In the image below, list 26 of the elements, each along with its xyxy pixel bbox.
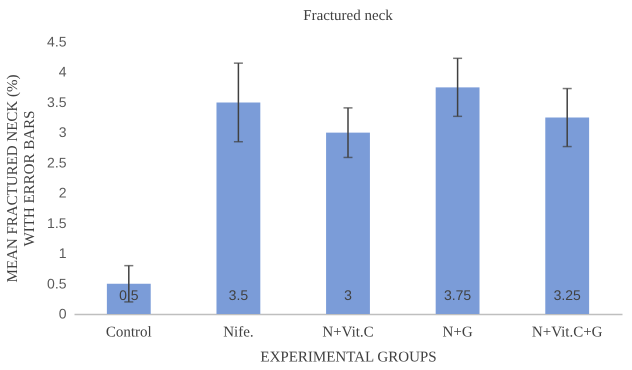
chart-title: Fractured neck xyxy=(303,8,394,24)
y-tick-label: 4.5 xyxy=(47,34,67,50)
y-tick-label: 4 xyxy=(58,64,67,80)
y-axis-title: MEAN FRACTURED NECK (%) WITH ERROR BARS xyxy=(5,74,38,282)
y-tick-label: 1 xyxy=(58,245,67,262)
data-label: 3.75 xyxy=(444,287,472,303)
x-tick-label: N+Vit.C+G xyxy=(532,324,603,340)
data-label: 3.5 xyxy=(228,287,248,303)
x-tick-label: N+G xyxy=(442,324,473,340)
y-tick-label: 3.5 xyxy=(47,94,67,110)
y-tick-label: 2 xyxy=(58,184,67,201)
data-label: 3 xyxy=(344,287,352,303)
bar xyxy=(436,87,480,314)
x-tick-label: N+Vit.C xyxy=(322,324,374,340)
x-tick-label: Nife. xyxy=(223,324,254,340)
y-tick-label: 2.5 xyxy=(47,154,67,170)
y-tick-label: 1.5 xyxy=(47,214,67,231)
bar xyxy=(545,118,590,314)
y-tick-label: 0.5 xyxy=(47,275,67,292)
bar xyxy=(216,102,260,314)
y-tick-label: 0 xyxy=(58,306,67,322)
bar xyxy=(326,132,370,314)
x-tick-label: Control xyxy=(106,324,152,340)
y-tick-label: 3 xyxy=(58,124,67,140)
data-label: 3.25 xyxy=(554,287,582,303)
x-axis-title: EXPERIMENTAL GROUPS xyxy=(260,350,437,366)
